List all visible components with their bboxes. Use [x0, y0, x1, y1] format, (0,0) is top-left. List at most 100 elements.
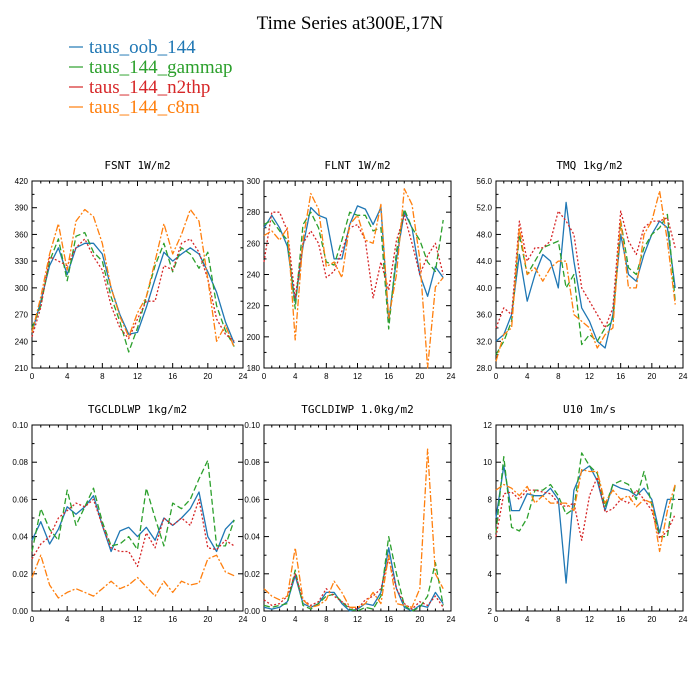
x-tick-label: 20 — [415, 615, 424, 624]
y-tick-label: 0.08 — [12, 458, 28, 467]
series-line-taus_144_gammap — [263, 535, 444, 612]
x-tick-label: 20 — [647, 372, 656, 381]
y-tick-label: 0.02 — [244, 570, 260, 579]
y-tick-label: 0.10 — [12, 421, 28, 430]
y-tick-label: 6 — [488, 533, 493, 542]
y-tick-label: 0.06 — [244, 495, 260, 504]
y-tick-label: 0.00 — [244, 607, 260, 616]
y-tick-label: 300 — [247, 177, 261, 186]
y-tick-label: 40.0 — [476, 284, 492, 293]
series-line-taus_144_gammap — [31, 231, 235, 353]
plot-frame — [31, 180, 244, 369]
series-line-taus_144_gammap — [263, 208, 444, 330]
y-tick-label: 260 — [247, 239, 261, 248]
plot-frame — [495, 180, 684, 369]
series-line-taus_oob_144 — [31, 491, 235, 553]
panel-title: TGCLDLWP 1kg/m2 — [88, 403, 187, 416]
series-line-taus_oob_144 — [31, 242, 235, 344]
x-tick-label: 24 — [447, 372, 456, 381]
x-tick-label: 8 — [556, 372, 561, 381]
x-tick-label: 16 — [616, 372, 625, 381]
chart-panel: TGCLDLWP 1kg/m2 0 4 8 12 16 20 24 0.00 0.02 0.04 0.… — [12, 403, 248, 624]
x-tick-label: 16 — [168, 615, 177, 624]
x-tick-label: 24 — [679, 372, 688, 381]
chart-panel: FLNT 1W/m2 0 4 8 12 16 20 24 180 200 220 240 260 280 3… — [247, 159, 456, 381]
y-tick-label: 0.02 — [12, 570, 28, 579]
x-tick-label: 4 — [525, 615, 530, 624]
y-tick-label: 32.0 — [476, 337, 492, 346]
x-tick-label: 16 — [384, 615, 393, 624]
panel-title: U10 1m/s — [563, 403, 616, 416]
x-tick-label: 16 — [168, 372, 177, 381]
y-tick-label: 0.08 — [244, 458, 260, 467]
legend-entry-label: taus_144_n2thp — [89, 77, 210, 98]
panel-title: TMQ 1kg/m2 — [556, 159, 622, 172]
x-tick-label: 12 — [585, 372, 594, 381]
series-line-taus_144_n2thp — [263, 211, 444, 299]
series-line-taus_144_n2thp — [495, 210, 676, 329]
series-line-taus_144_n2thp — [31, 238, 235, 342]
series-line-taus_144_gammap — [495, 452, 676, 538]
x-tick-label: 4 — [65, 615, 70, 624]
y-tick-label: 390 — [15, 204, 29, 213]
y-tick-label: 360 — [15, 230, 29, 239]
series-line-taus_oob_144 — [263, 205, 444, 322]
series-line-taus_144_gammap — [31, 459, 235, 552]
x-tick-label: 16 — [384, 372, 393, 381]
x-tick-label: 0 — [30, 372, 35, 381]
y-tick-label: 56.0 — [476, 177, 492, 186]
y-tick-label: 0.00 — [12, 607, 28, 616]
panel-title: TGCLDIWP 1.0kg/m2 — [301, 403, 414, 416]
y-tick-label: 12 — [483, 421, 492, 430]
y-tick-label: 8 — [488, 495, 493, 504]
x-tick-label: 4 — [65, 372, 70, 381]
x-tick-label: 24 — [679, 615, 688, 624]
series-line-taus_144_n2thp — [263, 558, 444, 610]
y-tick-label: 36.0 — [476, 311, 492, 320]
series-line-taus_144_n2thp — [31, 498, 235, 568]
series-line-taus_144_c8m — [495, 468, 676, 553]
x-tick-label: 0 — [30, 615, 35, 624]
x-tick-label: 20 — [415, 372, 424, 381]
x-tick-label: 0 — [262, 615, 267, 624]
y-tick-label: 44.0 — [476, 257, 492, 266]
chart-grid: FSNT 1W/m20 4 8 12 16 20 242102402703003303603… — [12, 159, 688, 624]
x-tick-label: 20 — [203, 615, 212, 624]
series-line-taus_144_c8m — [31, 554, 235, 599]
series-line-taus_144_c8m — [263, 188, 444, 369]
chart-panel: TMQ 1kg/m2 0 4 8 12 16 20 24 28.0 32.0 36.0 40.0 44.… — [476, 159, 688, 381]
y-tick-label: 0.04 — [244, 533, 260, 542]
plot-frame — [263, 180, 452, 369]
figure-title: Time Series at300E,17N — [257, 13, 444, 34]
chart-panel: TGCLDIWP 1.0kg/m2 0 4 8 12 16 20 24 0.00 0.02 0.04… — [244, 403, 456, 624]
y-tick-label: 180 — [247, 364, 261, 373]
series-line-taus_oob_144 — [495, 201, 676, 349]
x-tick-label: 16 — [616, 615, 625, 624]
series-line-taus_144_c8m — [495, 190, 676, 362]
y-tick-label: 300 — [15, 284, 29, 293]
series-line-taus_oob_144 — [263, 547, 444, 612]
legend-entry-label: taus_oob_144 — [89, 37, 196, 58]
x-tick-label: 4 — [293, 372, 298, 381]
x-tick-label: 12 — [585, 615, 594, 624]
x-tick-label: 0 — [494, 372, 499, 381]
y-tick-label: 48.0 — [476, 230, 492, 239]
y-tick-label: 4 — [488, 570, 493, 579]
x-tick-label: 24 — [239, 372, 248, 381]
legend-entry-label: taus_144_gammap — [89, 57, 233, 78]
y-tick-label: 0.10 — [244, 421, 260, 430]
x-tick-label: 20 — [203, 372, 212, 381]
y-tick-label: 0.06 — [12, 495, 28, 504]
y-tick-label: 240 — [15, 337, 29, 346]
y-tick-label: 270 — [15, 311, 29, 320]
series-line-taus_oob_144 — [495, 465, 676, 584]
x-tick-label: 24 — [447, 615, 456, 624]
legend-entry-label: taus_144_c8m — [89, 97, 200, 118]
y-tick-label: 52.0 — [476, 204, 492, 213]
legend: taus_oob_144taus_144_gammaptaus_144_n2th… — [69, 37, 233, 118]
series-line-taus_144_gammap — [495, 213, 676, 355]
panel-title: FSNT 1W/m2 — [104, 159, 170, 172]
x-tick-label: 8 — [556, 615, 561, 624]
series-line-taus_144_n2thp — [495, 476, 676, 541]
